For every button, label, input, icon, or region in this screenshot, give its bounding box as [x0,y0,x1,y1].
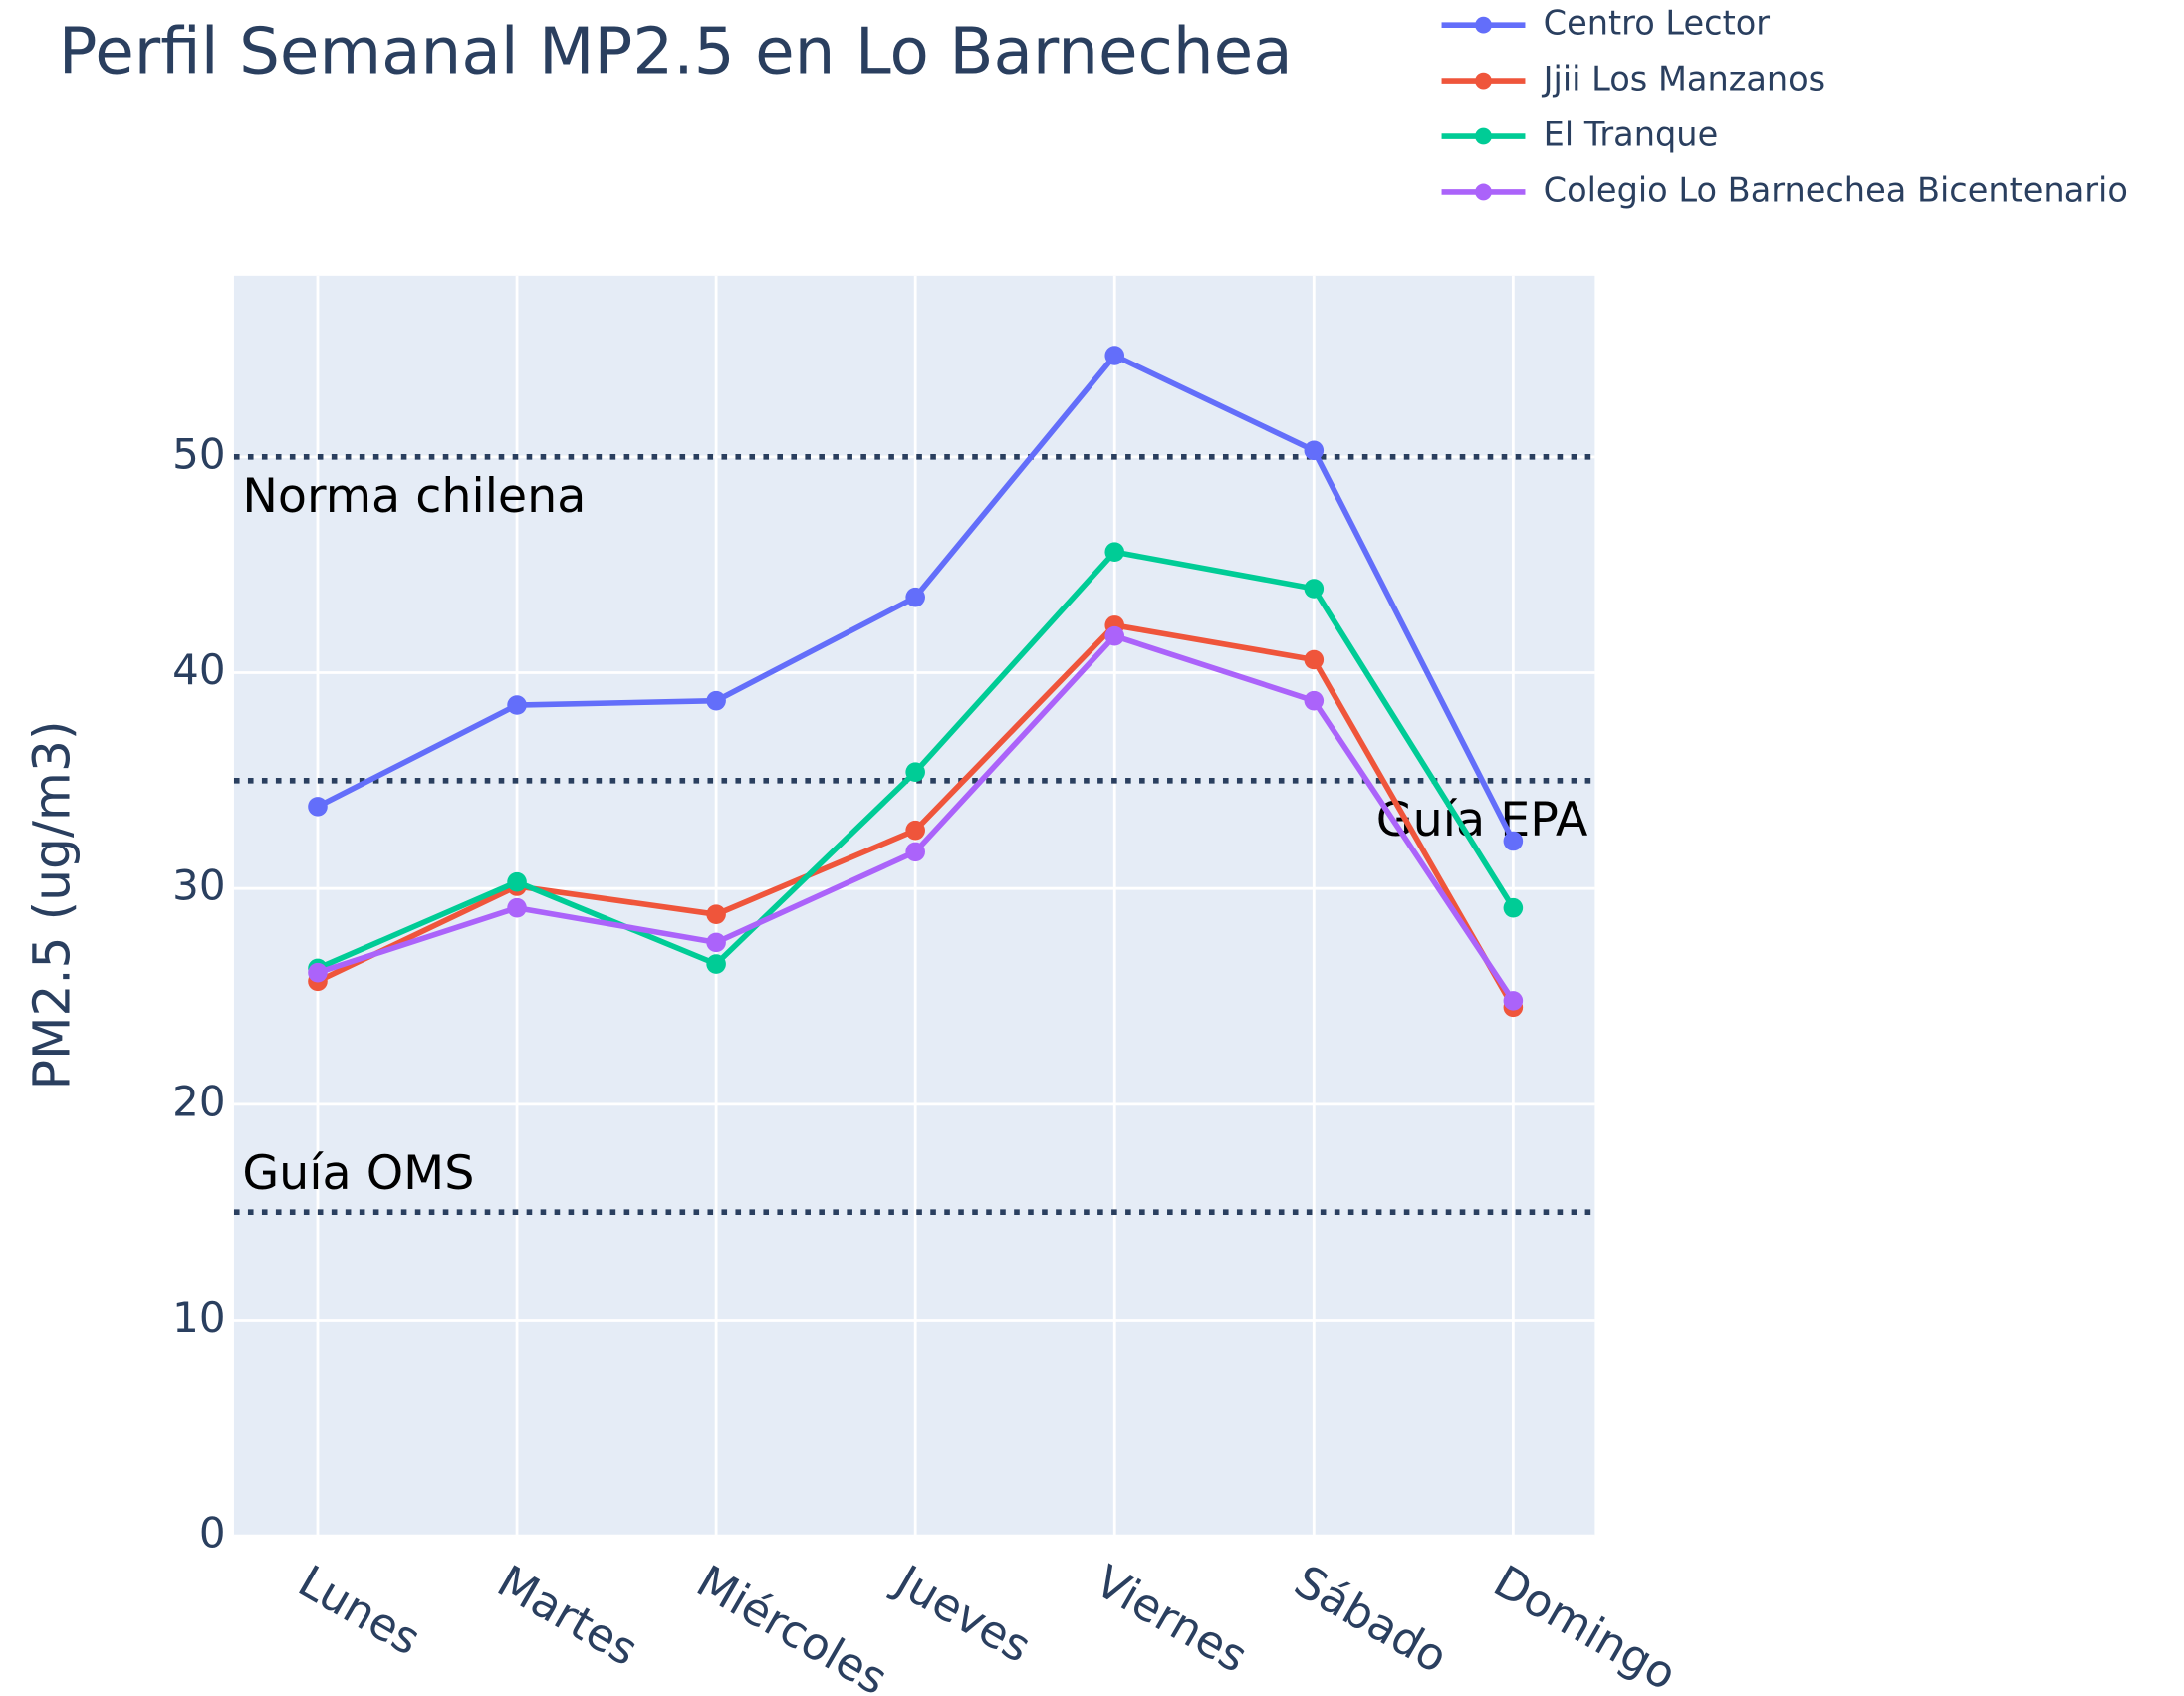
data-point [507,871,527,892]
legend-marker [1475,72,1492,90]
legend-label: Jjii Los Manzanos [1542,60,1826,99]
data-point [1503,831,1524,851]
data-point [1104,625,1125,646]
data-point [1104,346,1125,365]
data-point [1304,649,1325,670]
legend-marker [1475,16,1492,34]
data-point [507,695,527,715]
y-tick-label: 40 [172,645,225,694]
data-point [905,587,925,607]
y-tick-label: 30 [172,861,225,910]
y-tick-label: 10 [172,1293,225,1341]
data-point [905,842,925,862]
data-point [905,820,925,841]
x-tick-label: Lunes [290,1555,430,1666]
x-tick-label: Jueves [884,1553,1040,1673]
data-point [1304,440,1325,461]
data-point [507,897,527,918]
y-tick-label: 0 [199,1509,226,1558]
x-tick-label: Sábado [1286,1555,1456,1684]
y-tick-label: 50 [172,429,225,478]
legend-label: El Tranque [1544,116,1719,154]
reference-label: Norma chilena [242,469,586,524]
x-tick-label: Martes [489,1555,647,1676]
legend-label: Centro Lector [1544,4,1771,43]
data-point [1503,991,1524,1011]
data-point [1304,690,1325,711]
x-tick-label: Viernes [1087,1555,1257,1683]
data-point [1104,542,1125,562]
data-point [706,904,726,924]
y-axis-label: PM2.5 (ug/m3) [22,720,81,1090]
data-point [1503,897,1524,918]
x-tick-label: Miércoles [688,1555,896,1696]
x-tick-label: Domingo [1485,1555,1685,1696]
legend-marker [1475,183,1492,201]
reference-label: Guía EPA [1376,793,1588,848]
legend-marker [1475,127,1492,145]
data-point [706,954,726,974]
reference-label: Guía OMS [242,1146,474,1201]
legend-label: Colegio Lo Barnechea Bicentenario [1544,170,2128,209]
data-point [308,797,328,817]
data-point [308,962,328,983]
chart-title: Perfil Semanal MP2.5 en Lo Barnechea [59,15,1293,90]
data-point [706,690,726,711]
y-tick-label: 20 [172,1077,225,1125]
data-point [1304,579,1325,599]
data-point [706,932,726,953]
data-point [905,762,925,782]
